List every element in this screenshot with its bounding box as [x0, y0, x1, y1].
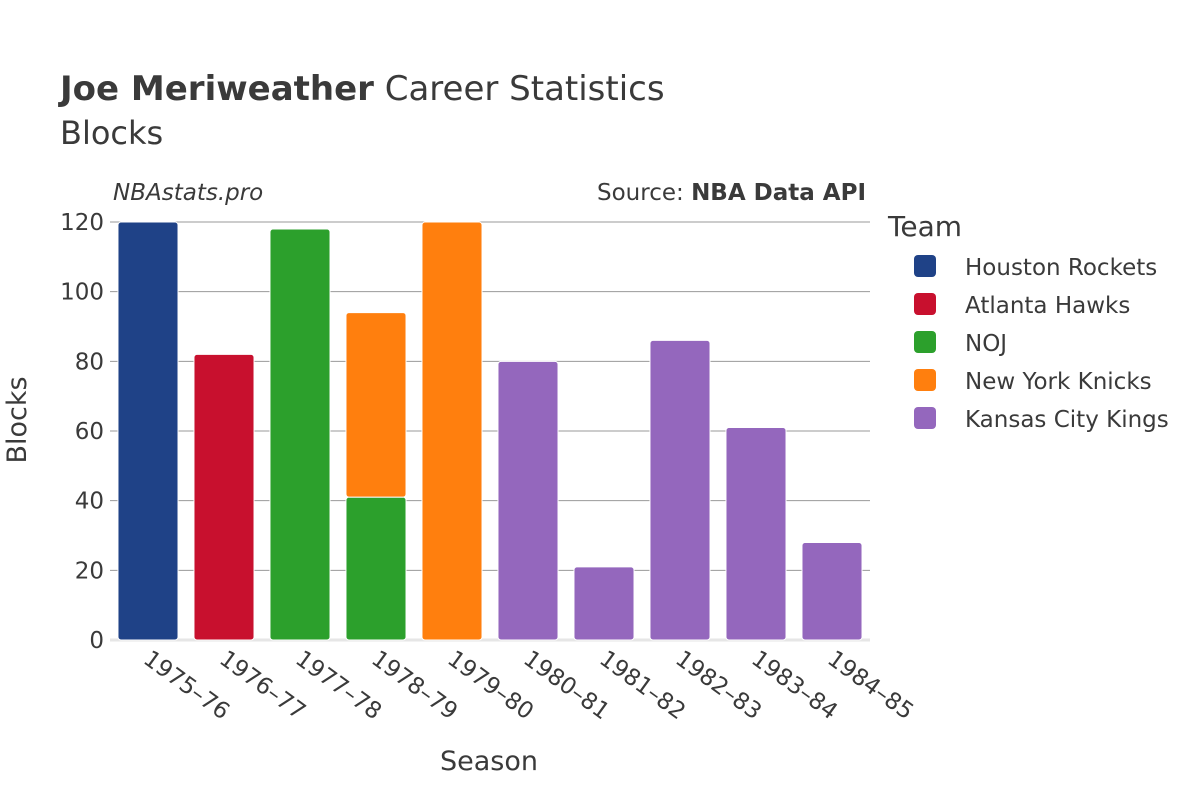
bar-segment[interactable]: New York Knicks 1978–79: 53 [345, 312, 407, 498]
x-tick-label: 1976–77 [214, 646, 310, 725]
bar-segment[interactable]: Atlanta Hawks 1976–77: 82 [193, 353, 255, 641]
watermark: NBAstats.pro [113, 180, 263, 206]
y-tick-label: 20 [75, 558, 104, 584]
x-axis-label: Season [440, 746, 538, 777]
bar-segment[interactable]: NOJ 1978–79: 41 [345, 496, 407, 641]
legend: Houston Rockets Atlanta Hawks NOJ New York … [914, 255, 1169, 433]
legend-swatch[interactable] [914, 293, 936, 315]
x-tick-label: 1978–79 [366, 646, 462, 725]
legend-label[interactable]: Atlanta Hawks [965, 293, 1130, 319]
source-prefix: Source: [597, 180, 691, 206]
legend-label[interactable]: Houston Rockets [965, 255, 1157, 281]
x-tick-label: 1981–82 [594, 646, 690, 725]
bars: Houston Rockets 1975–76: 120Atlanta Hawk… [117, 221, 863, 641]
legend-title: Team [887, 210, 962, 243]
source-name: NBA Data API [691, 180, 866, 206]
bar-segment[interactable]: Kansas City Kings 1983–84: 61 [725, 427, 787, 641]
x-tick-label: 1984–85 [822, 646, 918, 725]
y-axis-label: Blocks [2, 376, 33, 463]
x-tick-label: 1982–83 [670, 646, 766, 725]
x-tick-label: 1977–78 [290, 646, 386, 725]
source-label: Source: NBA Data API [597, 180, 866, 206]
y-axis-ticks: 0 20 40 60 80 100 120 [60, 210, 104, 654]
bar-segment[interactable]: Kansas City Kings 1984–85: 28 [801, 541, 863, 641]
y-tick-label: 80 [75, 349, 104, 375]
y-tick-label: 40 [75, 489, 104, 515]
bar-segment[interactable]: Kansas City Kings 1981–82: 21 [573, 566, 635, 641]
y-tick-label: 60 [75, 419, 104, 445]
chart-title-bold: Joe Meriweather [58, 69, 374, 109]
y-tick-label: 0 [89, 628, 104, 654]
legend-swatch[interactable] [914, 407, 936, 429]
x-axis-ticks: 1975–761976–771977–781978–791979–801980–… [138, 646, 918, 725]
x-tick-label: 1979–80 [442, 646, 538, 725]
x-tick-label: 1975–76 [138, 646, 234, 725]
bar-segment[interactable]: NOJ 1977–78: 118 [269, 228, 331, 641]
x-tick-label: 1983–84 [746, 646, 842, 725]
legend-swatch[interactable] [914, 331, 936, 353]
legend-label[interactable]: NOJ [965, 331, 1007, 357]
chart-subtitle: Blocks [60, 114, 163, 152]
legend-label[interactable]: New York Knicks [965, 369, 1152, 395]
legend-swatch[interactable] [914, 369, 936, 391]
bar-segment[interactable]: New York Knicks 1979–80: 120 [421, 221, 483, 641]
legend-swatch[interactable] [914, 255, 936, 277]
chart-title: Joe Meriweather Career Statistics [58, 69, 665, 109]
bar-segment[interactable]: Kansas City Kings 1980–81: 80 [497, 360, 559, 641]
bar-segment[interactable]: Kansas City Kings 1982–83: 86 [649, 339, 711, 641]
y-tick-label: 120 [60, 210, 104, 236]
x-tick-label: 1980–81 [518, 646, 614, 725]
y-tick-label: 100 [60, 280, 104, 306]
bar-segment[interactable]: Houston Rockets 1975–76: 120 [117, 221, 179, 641]
legend-label[interactable]: Kansas City Kings [965, 407, 1169, 433]
chart-title-rest: Career Statistics [374, 69, 665, 109]
